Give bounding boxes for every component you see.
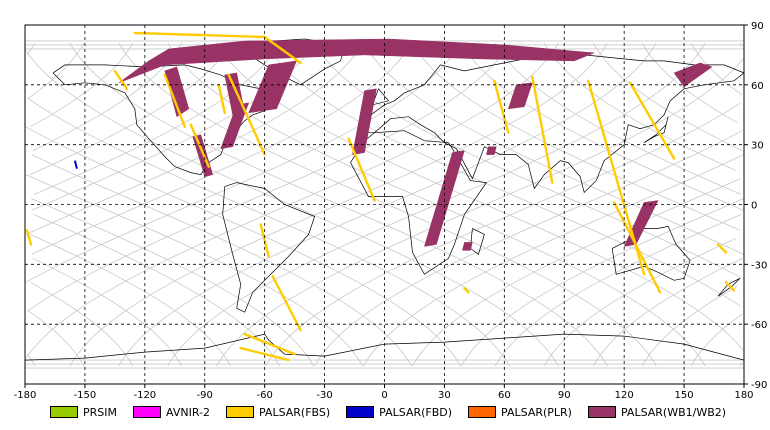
fbs-strip	[243, 332, 296, 356]
fbs-strip	[347, 137, 376, 202]
fbs-strip	[189, 123, 210, 168]
wb-swath	[424, 150, 465, 247]
y-tick-label: 90	[751, 21, 764, 32]
x-axis-ticks: -180 -150 -120 -90 -60 -30 0 30 60 90 120 150 180	[14, 384, 754, 401]
y-tick-label: -30	[751, 260, 767, 271]
x-tick-label: 180	[734, 390, 753, 401]
legend-label-prism: PRSIM	[83, 405, 117, 419]
fbs-strip	[113, 69, 129, 91]
x-tick-label: 120	[615, 390, 634, 401]
orbit-track	[30, 42, 743, 367]
y-tick-label: -60	[751, 320, 767, 331]
fbs-strip	[239, 346, 290, 362]
legend-label-palsar-fbd: PALSAR(FBD)	[379, 405, 453, 419]
fbs-strip	[259, 223, 270, 258]
x-tick-label: 30	[438, 390, 451, 401]
legend-label-palsar-fbs: PALSAR(FBS)	[258, 405, 331, 419]
uk-coast	[372, 88, 390, 106]
legend-label-palsar-wb: PALSAR(WB1/WB2)	[620, 405, 727, 419]
y-tick-label: 30	[751, 141, 764, 152]
x-tick-label: 90	[558, 390, 571, 401]
palsar-fbd-swaths	[73, 160, 78, 169]
legend-swatch-avnir2	[133, 406, 161, 418]
fbs-strip	[724, 281, 736, 292]
orbit-track	[29, 42, 741, 367]
legend-label-avnir2: AVNIR-2	[166, 405, 210, 419]
x-tick-label: -60	[256, 390, 272, 401]
orbit-track	[25, 42, 738, 367]
fbs-strip	[531, 75, 554, 184]
orbit-track	[25, 42, 738, 367]
orbit-track	[29, 42, 741, 367]
wb-swath	[673, 62, 713, 88]
orbit-track	[27, 42, 741, 367]
orbit-track	[28, 42, 743, 367]
legend: PRSIM AVNIR-2 PALSAR(FBS) PALSAR(FBD) PA…	[50, 404, 742, 420]
orbit-track	[31, 42, 743, 367]
orbit-track	[31, 42, 743, 367]
fbs-strip	[163, 73, 187, 128]
x-tick-label: 150	[675, 390, 694, 401]
legend-swatch-prism	[50, 406, 78, 418]
wb-swath	[486, 146, 497, 155]
new-zealand-coast	[717, 277, 741, 297]
legend-item-prism: PRSIM	[50, 406, 117, 419]
wb-swath	[164, 66, 190, 118]
wb-swath	[248, 60, 298, 114]
orbit-track	[25, 42, 737, 367]
orbit-track	[30, 42, 743, 367]
x-tick-label: -30	[316, 390, 332, 401]
orbit-track	[27, 42, 741, 367]
y-tick-label: -90	[751, 380, 767, 391]
legend-label-palsar-plr: PALSAR(PLR)	[501, 405, 572, 419]
fbs-strip	[217, 83, 226, 115]
legend-item-palsar-wb: PALSAR(WB1/WB2)	[587, 405, 727, 419]
wb-swath	[507, 82, 533, 110]
fbd-strip	[73, 160, 78, 169]
legend-item-palsar-fbd: PALSAR(FBD)	[346, 406, 452, 419]
wb-swath	[220, 102, 250, 150]
legend-item-palsar-plr: PALSAR(PLR)	[468, 406, 572, 419]
wb-swath	[352, 88, 377, 155]
x-tick-label: -150	[74, 390, 97, 401]
japan-coast	[643, 116, 669, 144]
fbs-strip	[227, 73, 266, 156]
africa-coast	[350, 130, 488, 275]
x-tick-label: 0	[381, 390, 387, 401]
x-tick-label: -90	[197, 390, 213, 401]
x-tick-label: -120	[133, 390, 156, 401]
x-tick-label: -180	[14, 390, 37, 401]
x-tick-label: 60	[498, 390, 511, 401]
palsar-fbs-swaths	[25, 31, 736, 362]
fbs-strip	[613, 201, 662, 294]
madagascar-coast	[470, 228, 485, 255]
fbs-strip	[271, 275, 302, 332]
orbit-track	[28, 42, 743, 367]
fbs-strip	[629, 81, 676, 160]
wb-swath	[462, 242, 473, 251]
europe-asia-coast	[364, 52, 745, 194]
y-tick-label: 0	[751, 201, 757, 212]
y-tick-label: 60	[751, 81, 764, 92]
fbs-strip	[463, 287, 470, 294]
wb-swath	[118, 38, 595, 84]
legend-swatch-palsar-fbs	[225, 406, 254, 418]
fbs-strip	[25, 229, 33, 246]
legend-swatch-palsar-fbd	[346, 406, 375, 418]
y-axis-ticks: 90 60 30 0 -30 -60 -90	[744, 21, 767, 391]
orbit-track	[32, 42, 744, 367]
legend-swatch-palsar-wb	[587, 406, 616, 418]
legend-swatch-palsar-plr	[468, 406, 497, 418]
legend-item-palsar-fbs: PALSAR(FBS)	[225, 405, 331, 419]
orbit-track	[33, 42, 744, 367]
orbit-track	[25, 42, 737, 367]
fbs-strip	[716, 243, 728, 254]
fbs-strip	[493, 79, 510, 134]
legend-item-avnir2: AVNIR-2	[133, 406, 210, 419]
